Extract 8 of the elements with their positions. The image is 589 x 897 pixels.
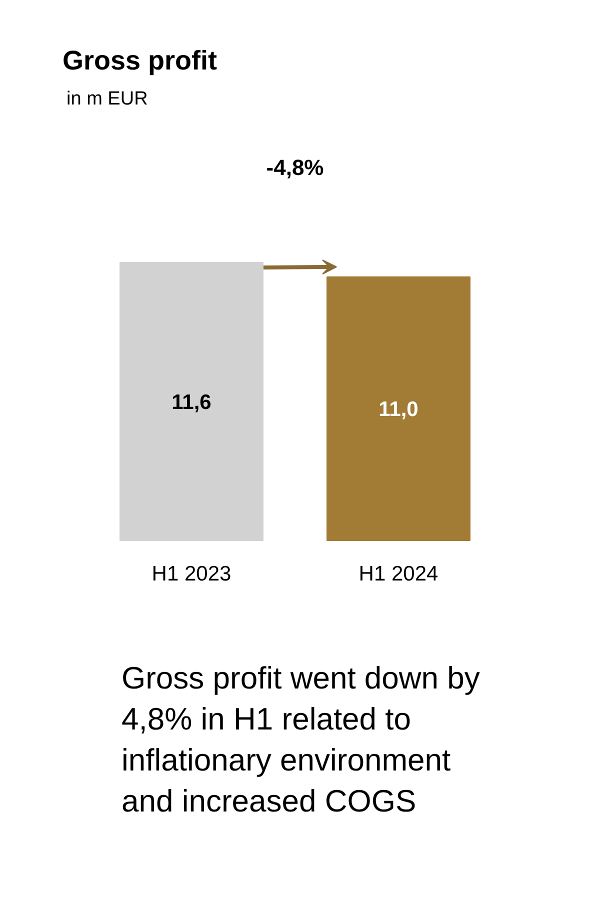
chart-subtitle: in m EUR <box>66 88 148 110</box>
text: Gross profit went down by 4,8% in H1 related to inflationary environment and increased COGS <box>122 660 480 818</box>
text: -4,8% <box>266 155 324 180</box>
x-tick-label: H1 2023 <box>152 562 232 586</box>
x-tick-label: H1 2024 <box>358 562 439 586</box>
data-label: 11,0 <box>378 398 418 422</box>
chart-title: Gross profit <box>62 46 218 76</box>
data-label: 11,6 <box>172 391 212 414</box>
